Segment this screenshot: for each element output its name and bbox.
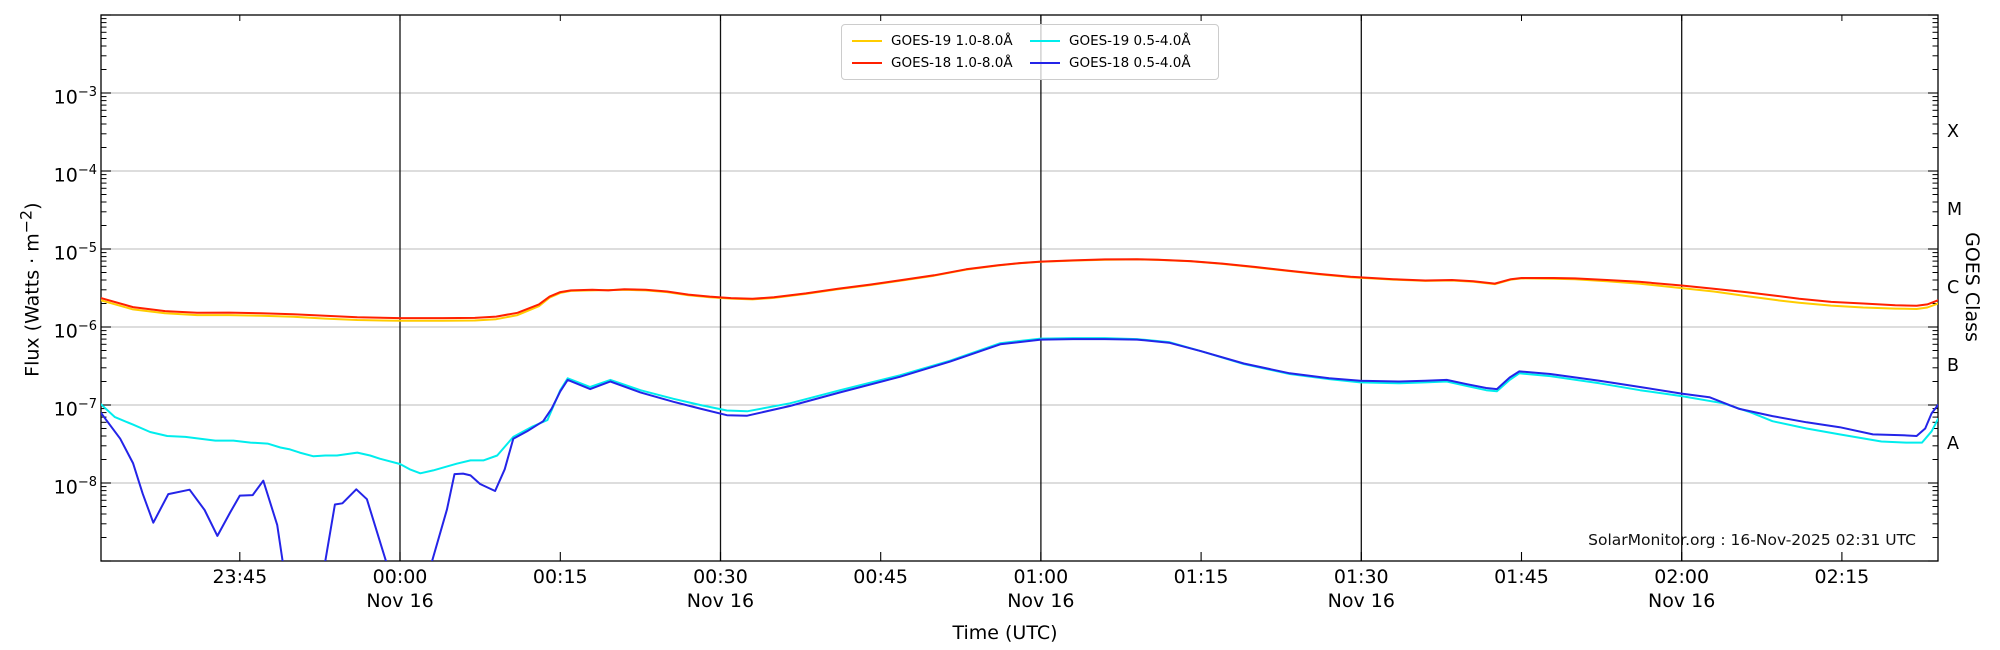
y-tick-label: 10−8 <box>53 475 97 499</box>
legend-line-swatch <box>852 40 882 42</box>
legend-entry-label: GOES-19 0.5-4.0Å <box>1069 33 1191 49</box>
legend-entry-label: GOES-18 1.0-8.0Å <box>891 55 1013 71</box>
y-tick-label: 10−5 <box>53 241 97 265</box>
x-tick-label: 00:00 <box>372 566 428 588</box>
y-axis-label-text: Flux (Watts · m <box>21 233 44 377</box>
x-tick-date-sublabel: Nov 16 <box>1327 590 1395 612</box>
flux-curve <box>101 337 1938 475</box>
y-axis-label-suffix: ) <box>21 202 44 210</box>
x-axis-label: Time (UTC) <box>952 622 1058 644</box>
legend-line-swatch <box>852 62 882 64</box>
y-axis-label-exponent: −2 <box>16 209 36 234</box>
x-tick-date-sublabel: Nov 16 <box>1648 590 1716 612</box>
x-tick-date-sublabel: Nov 16 <box>366 590 434 612</box>
legend: GOES-19 1.0-8.0Å GOES-18 1.0-8.0Å GOES-19 … <box>841 24 1219 80</box>
x-tick-label: 23:45 <box>212 566 268 588</box>
legend-entry: GOES-18 1.0-8.0Å <box>852 53 1030 73</box>
goes-class-letter: M <box>1947 200 1963 220</box>
goes-class-letter: C <box>1947 278 1960 298</box>
x-tick-label: 01:45 <box>1494 566 1549 588</box>
x-tick-label: 01:15 <box>1173 566 1229 588</box>
x-tick-label: 00:45 <box>853 566 909 588</box>
y-tick-label: 10−6 <box>53 319 97 343</box>
watermark-timestamp: SolarMonitor.org : 16-Nov-2025 02:31 UTC <box>1588 531 1916 549</box>
goes-class-letter: X <box>1947 122 1959 142</box>
legend-line-swatch <box>1030 40 1060 42</box>
x-tick-date-sublabel: Nov 16 <box>1007 590 1075 612</box>
legend-entry-label: GOES-18 0.5-4.0Å <box>1069 55 1191 71</box>
x-tick-label: 00:15 <box>532 566 588 588</box>
y-tick-label: 10−3 <box>53 85 97 109</box>
y-axis-label: Flux (Watts · m−2) <box>16 140 43 440</box>
flux-curve <box>101 338 1938 561</box>
legend-line-swatch <box>1030 62 1060 64</box>
legend-entry: GOES-19 0.5-4.0Å <box>1030 31 1208 51</box>
y-tick-label: 10−4 <box>53 163 97 187</box>
goes-class-letter: B <box>1947 356 1960 376</box>
x-tick-date-sublabel: Nov 16 <box>686 590 755 612</box>
x-tick-label: 01:30 <box>1333 566 1389 588</box>
legend-entry: GOES-18 0.5-4.0Å <box>1030 53 1208 73</box>
y-tick-label: 10−7 <box>53 397 97 421</box>
legend-entry: GOES-19 1.0-8.0Å <box>852 31 1030 51</box>
right-axis-label: GOES Class <box>1961 232 1983 342</box>
x-tick-label: 02:00 <box>1654 566 1710 588</box>
flux-curve <box>101 258 1938 322</box>
series-group <box>101 258 1938 561</box>
x-tick-label: 02:15 <box>1814 566 1870 588</box>
goes-class-letter: A <box>1947 434 1959 454</box>
flux-curve <box>101 258 1938 320</box>
legend-entry-label: GOES-19 1.0-8.0Å <box>891 33 1013 49</box>
x-tick-label: 01:00 <box>1013 566 1069 588</box>
x-tick-label: 00:30 <box>693 566 748 588</box>
plot-border <box>100 14 1939 562</box>
